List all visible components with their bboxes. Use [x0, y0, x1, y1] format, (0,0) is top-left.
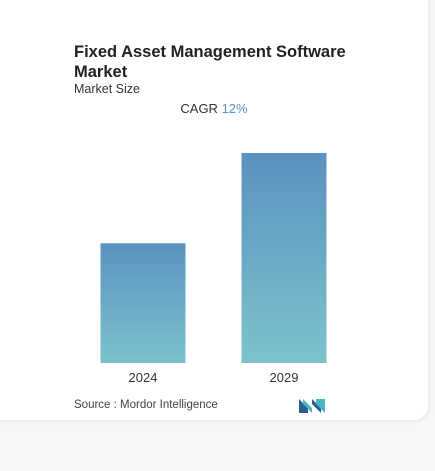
bar-2024 [100, 243, 186, 363]
bar-2029 [241, 153, 327, 363]
chart-title: Fixed Asset Management Software Market [74, 43, 346, 81]
chart-card: Fixed Asset Management Software Market M… [0, 43, 428, 413]
source-text: Source : Mordor Intelligence [74, 399, 218, 411]
bar-chart: 2024 2029 [100, 153, 327, 385]
x-tick-label-2029: 2029 [270, 370, 299, 385]
cagr-label-text: CAGR [180, 101, 218, 116]
cagr-value: 12% [221, 101, 248, 116]
x-tick-label-2024: 2024 [129, 370, 158, 385]
mordor-intelligence-logo [299, 399, 325, 413]
chart-subtitle: Market Size [74, 82, 140, 96]
cagr-label: CAGR 12% [0, 101, 428, 116]
